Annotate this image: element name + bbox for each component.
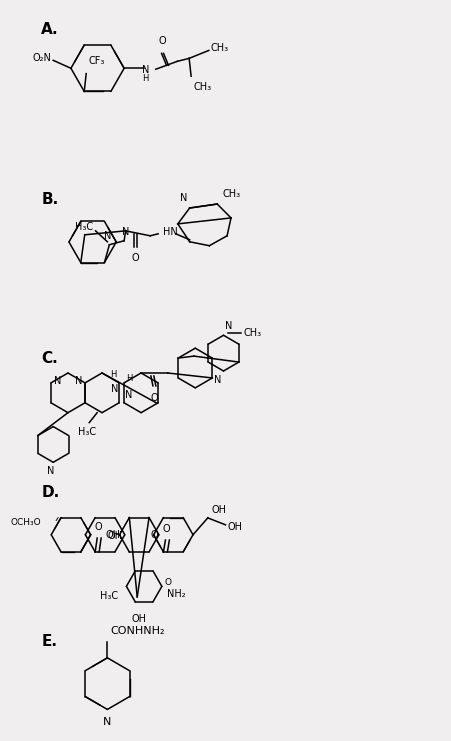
- Text: CH₃: CH₃: [211, 44, 229, 53]
- Text: N: N: [180, 193, 188, 203]
- Text: N: N: [142, 65, 149, 76]
- Text: C.: C.: [41, 351, 58, 366]
- Text: O: O: [94, 522, 102, 532]
- Text: N: N: [125, 390, 133, 400]
- Text: H: H: [110, 370, 116, 379]
- Text: O: O: [165, 578, 172, 587]
- Text: H₃C: H₃C: [101, 591, 119, 601]
- Text: N: N: [103, 717, 111, 728]
- Text: N: N: [46, 466, 54, 476]
- Text: H: H: [143, 73, 149, 83]
- Text: H: H: [126, 374, 132, 383]
- Text: A.: A.: [41, 21, 59, 36]
- Text: O₂N: O₂N: [32, 53, 51, 64]
- Text: OH: OH: [227, 522, 243, 532]
- Text: N: N: [111, 384, 118, 394]
- Text: N: N: [226, 322, 233, 331]
- Text: CH₃: CH₃: [193, 82, 211, 92]
- Text: CONHNH₂: CONHNH₂: [110, 626, 165, 636]
- Text: OCH₃O: OCH₃O: [11, 518, 41, 527]
- Text: N: N: [104, 230, 111, 241]
- Text: N: N: [75, 376, 82, 386]
- Text: E.: E.: [41, 634, 57, 649]
- Text: O: O: [163, 524, 170, 534]
- Text: O: O: [150, 393, 158, 403]
- Text: OH: OH: [106, 530, 120, 540]
- Text: OH: OH: [107, 531, 122, 542]
- Text: NH₂: NH₂: [167, 589, 185, 599]
- Text: HN: HN: [163, 227, 178, 237]
- Text: O: O: [132, 253, 139, 262]
- Text: N: N: [122, 227, 130, 237]
- Text: OH: OH: [132, 614, 147, 624]
- Text: H₃C: H₃C: [78, 427, 97, 436]
- Text: N: N: [54, 376, 61, 386]
- Text: CH₃: CH₃: [243, 328, 261, 339]
- Text: D.: D.: [41, 485, 60, 500]
- Text: O: O: [159, 36, 166, 47]
- Text: CF₃: CF₃: [88, 56, 105, 66]
- Text: N: N: [214, 375, 221, 385]
- Text: O: O: [150, 531, 158, 540]
- Text: OH: OH: [212, 505, 227, 515]
- Text: CH₃: CH₃: [222, 189, 240, 199]
- Text: H₃C: H₃C: [75, 222, 94, 232]
- Text: B.: B.: [41, 193, 59, 207]
